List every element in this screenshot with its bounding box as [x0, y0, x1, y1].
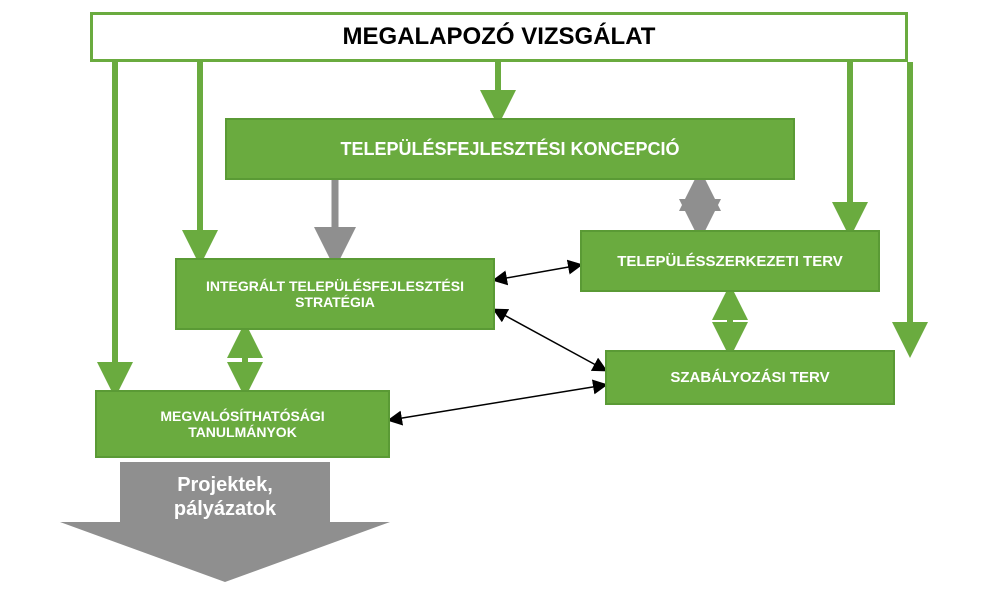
node-strategia-label: INTEGRÁLT TELEPÜLÉSFEJLESZTÉSI STRATÉGIA — [187, 278, 483, 310]
node-tanulmanyok: MEGVALÓSÍTHATÓSÁGI TANULMÁNYOK — [95, 390, 390, 458]
node-szabalyozasi: SZABÁLYOZÁSI TERV — [605, 350, 895, 405]
node-title: MEGALAPOZÓ VIZSGÁLAT — [90, 12, 908, 62]
projektek-line1: Projektek, — [177, 473, 273, 497]
node-tanulmanyok-label: MEGVALÓSÍTHATÓSÁGI TANULMÁNYOK — [107, 408, 378, 440]
node-title-label: MEGALAPOZÓ VIZSGÁLAT — [343, 23, 656, 51]
node-szerkezeti-label: TELEPÜLÉSSZERKEZETI TERV — [617, 253, 843, 270]
diagram-canvas: MEGALAPOZÓ VIZSGÁLAT TELEPÜLÉSFEJLESZTÉS… — [0, 0, 998, 596]
node-szabalyozasi-label: SZABÁLYOZÁSI TERV — [670, 369, 829, 386]
node-koncepcio: TELEPÜLÉSFEJLESZTÉSI KONCEPCIÓ — [225, 118, 795, 180]
node-szerkezeti: TELEPÜLÉSSZERKEZETI TERV — [580, 230, 880, 292]
node-strategia: INTEGRÁLT TELEPÜLÉSFEJLESZTÉSI STRATÉGIA — [175, 258, 495, 330]
node-koncepcio-label: TELEPÜLÉSFEJLESZTÉSI KONCEPCIÓ — [340, 139, 679, 160]
projektek-line2: pályázatok — [174, 497, 276, 521]
node-projektek-text: Projektek, pályázatok — [60, 462, 390, 532]
